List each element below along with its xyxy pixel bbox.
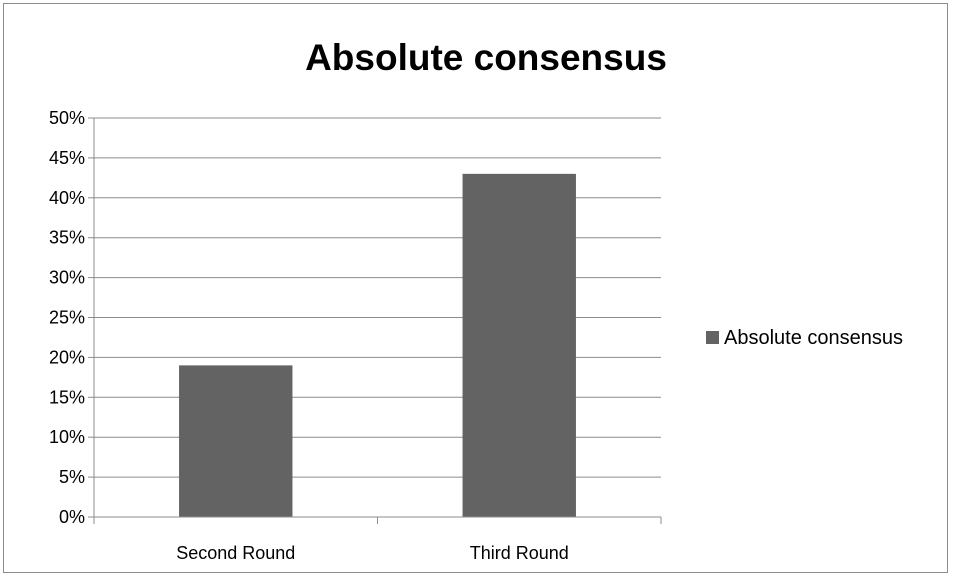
y-tick-label: 15% (49, 387, 85, 407)
chart-title: Absolute consensus (305, 37, 667, 78)
bar-third-round (462, 173, 576, 518)
y-tick-label: 35% (49, 228, 85, 248)
y-axis-ticks: 0% 5% 10% 15% 20% 25% 30% 35% 40% 45% 50% (49, 108, 94, 527)
y-tick-label: 45% (49, 148, 85, 168)
y-tick-label: 50% (49, 108, 85, 128)
x-tick-label: Second Round (176, 543, 295, 563)
bar-second-round (179, 365, 293, 517)
y-tick-label: 0% (59, 507, 85, 527)
legend-swatch (706, 331, 719, 344)
legend: Absolute consensus (706, 327, 903, 349)
x-tick-label: Third Round (470, 543, 569, 563)
y-tick-label: 30% (49, 268, 85, 288)
y-tick-label: 10% (49, 427, 85, 447)
x-axis-ticks: Second Round Third Round (93, 517, 662, 563)
y-tick-label: 20% (49, 347, 85, 367)
y-tick-label: 5% (59, 467, 85, 487)
bars (179, 173, 576, 518)
legend-label: Absolute consensus (724, 327, 903, 349)
y-tick-label: 40% (49, 188, 85, 208)
y-tick-label: 25% (49, 308, 85, 328)
